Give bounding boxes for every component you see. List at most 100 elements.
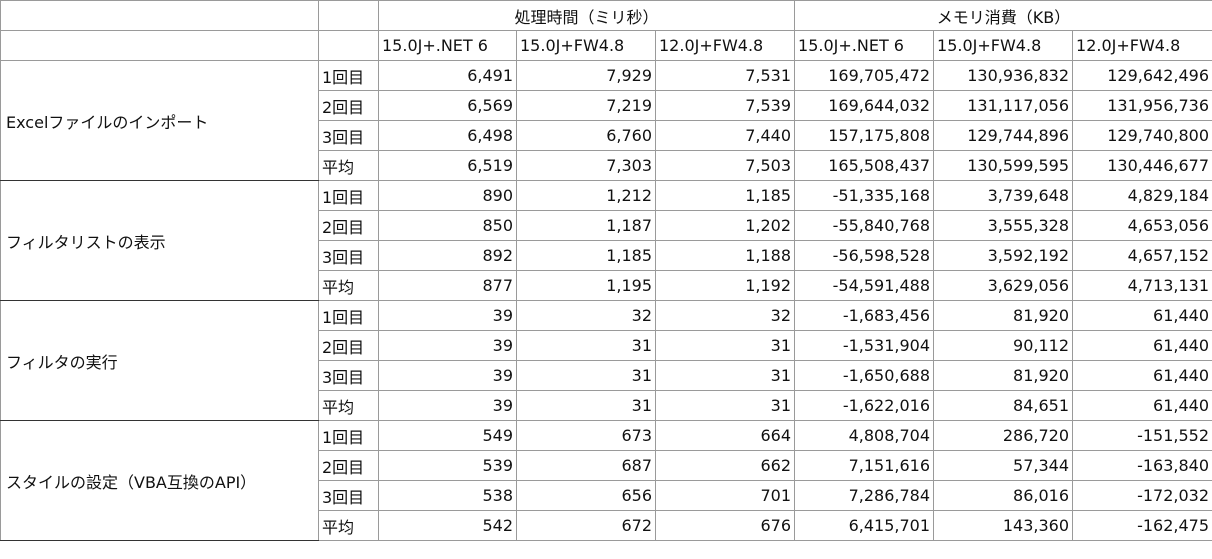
value-cell: 676 <box>654 510 796 541</box>
column-header: 12.0J+FW4.8 <box>1072 30 1212 61</box>
empty-cell <box>0 30 319 61</box>
value-cell: 3,629,056 <box>933 270 1074 301</box>
value-cell: 1,195 <box>516 270 656 301</box>
value-cell: 143,360 <box>933 510 1074 541</box>
value-cell: 7,303 <box>516 150 656 181</box>
value-cell: -1,683,456 <box>794 300 935 331</box>
value-cell: 892 <box>378 240 517 271</box>
value-cell: 1,202 <box>654 210 796 241</box>
value-cell: 31 <box>654 360 796 391</box>
value-cell: 286,720 <box>933 420 1074 451</box>
value-cell: 31 <box>654 390 796 421</box>
data-row: 平均 542 672 676 6,415,701 143,360 -162,475 <box>1 510 1212 541</box>
data-row: フィルタリストの表示 1回目 890 1,212 1,185 -51,335,168 3,7… <box>0 180 1212 301</box>
run-label: 平均 <box>318 510 379 541</box>
value-cell: 3,592,192 <box>933 240 1074 271</box>
value-cell: 850 <box>378 210 517 241</box>
value-cell: 131,117,056 <box>933 90 1074 121</box>
value-cell: 4,653,056 <box>1072 210 1212 241</box>
section-label: フィルタリストの表示 <box>0 180 319 301</box>
value-cell: 877 <box>378 270 517 301</box>
run-label: 3回目 <box>318 240 379 271</box>
value-cell: 4,657,152 <box>1072 240 1212 271</box>
value-cell: 7,503 <box>654 150 796 181</box>
value-cell: -1,650,688 <box>794 360 935 391</box>
value-cell: 39 <box>378 360 517 391</box>
value-cell: -55,840,768 <box>794 210 935 241</box>
run-label: 2回目 <box>318 450 379 481</box>
value-cell: 6,519 <box>378 150 517 181</box>
value-cell: 157,175,808 <box>794 120 935 151</box>
value-cell: 549 <box>378 420 517 451</box>
value-cell: 130,599,595 <box>933 150 1074 181</box>
value-cell: 664 <box>654 420 796 451</box>
value-cell: 61,440 <box>1072 300 1212 331</box>
run-label: 平均 <box>318 150 379 181</box>
value-cell: 1,185 <box>654 180 796 211</box>
value-cell: 130,446,677 <box>1072 150 1212 181</box>
group-header: 処理時間（ミリ秒） <box>377 0 796 31</box>
value-cell: 3,555,328 <box>933 210 1074 241</box>
value-cell: 31 <box>654 330 796 361</box>
data-row: 2回目 850 1,187 1,202 -55,840,768 3,555,328 4,65… <box>1 210 1212 241</box>
section-label: Excelファイルのインポート <box>0 60 319 181</box>
data-row: 2回目 6,569 7,219 7,539 169,644,032 131,117,056… <box>1 90 1212 121</box>
value-cell: 4,808,704 <box>794 420 935 451</box>
value-cell: 81,920 <box>933 360 1074 391</box>
value-cell: 4,829,184 <box>1072 180 1212 211</box>
data-row: 3回目 892 1,185 1,188 -56,598,528 3,592,192 4,65… <box>1 240 1212 271</box>
value-cell: 130,936,832 <box>933 60 1074 91</box>
empty-cell <box>318 0 379 31</box>
value-cell: 539 <box>378 450 517 481</box>
value-cell: -1,622,016 <box>794 390 935 421</box>
value-cell: 3,739,648 <box>933 180 1074 211</box>
value-cell: 61,440 <box>1072 330 1212 361</box>
value-cell: 7,219 <box>516 90 656 121</box>
value-cell: 6,498 <box>378 120 517 151</box>
value-cell: 6,569 <box>378 90 517 121</box>
value-cell: 31 <box>516 330 656 361</box>
value-cell: 1,185 <box>516 240 656 271</box>
value-cell: 1,187 <box>516 210 656 241</box>
value-cell: 687 <box>516 450 656 481</box>
value-cell: 6,491 <box>378 60 517 91</box>
value-cell: 165,508,437 <box>794 150 935 181</box>
run-label: 1回目 <box>318 420 379 451</box>
value-cell: 39 <box>378 390 517 421</box>
value-cell: 7,531 <box>654 60 796 91</box>
value-cell: 4,713,131 <box>1072 270 1212 301</box>
run-label: 平均 <box>318 390 379 421</box>
value-cell: 662 <box>654 450 796 481</box>
value-cell: 61,440 <box>1072 390 1212 421</box>
data-row: 2回目 39 31 31 -1,531,904 90,112 61,440 <box>1 330 1212 361</box>
data-row: 平均 39 31 31 -1,622,016 84,651 61,440 <box>1 390 1212 421</box>
value-cell: 7,539 <box>654 90 796 121</box>
value-cell: 129,744,896 <box>933 120 1074 151</box>
value-cell: 7,286,784 <box>794 480 935 511</box>
value-cell: -172,032 <box>1072 480 1212 511</box>
empty-cell <box>0 0 319 31</box>
column-header: 15.0J+FW4.8 <box>516 30 656 61</box>
value-cell: -51,335,168 <box>794 180 935 211</box>
value-cell: 656 <box>516 480 656 511</box>
value-cell: 7,151,616 <box>794 450 935 481</box>
value-cell: 673 <box>516 420 656 451</box>
value-cell: 31 <box>516 360 656 391</box>
run-label: 3回目 <box>318 120 379 151</box>
data-row: 3回目 39 31 31 -1,650,688 81,920 61,440 <box>1 360 1212 391</box>
section-label: フィルタの実行 <box>0 300 319 421</box>
column-header: 15.0J+FW4.8 <box>933 30 1074 61</box>
run-label: 2回目 <box>318 90 379 121</box>
value-cell: 1,192 <box>654 270 796 301</box>
run-label: 2回目 <box>318 330 379 361</box>
run-label: 2回目 <box>318 210 379 241</box>
value-cell: -1,531,904 <box>794 330 935 361</box>
data-row: Excelファイルのインポート 1回目 6,491 7,929 7,531 169,705… <box>0 60 1212 181</box>
data-row: 平均 6,519 7,303 7,503 165,508,437 130,599,595 1… <box>1 150 1212 181</box>
value-cell: 701 <box>654 480 796 511</box>
value-cell: -151,552 <box>1072 420 1212 451</box>
run-label: 1回目 <box>318 180 379 211</box>
value-cell: -56,598,528 <box>794 240 935 271</box>
